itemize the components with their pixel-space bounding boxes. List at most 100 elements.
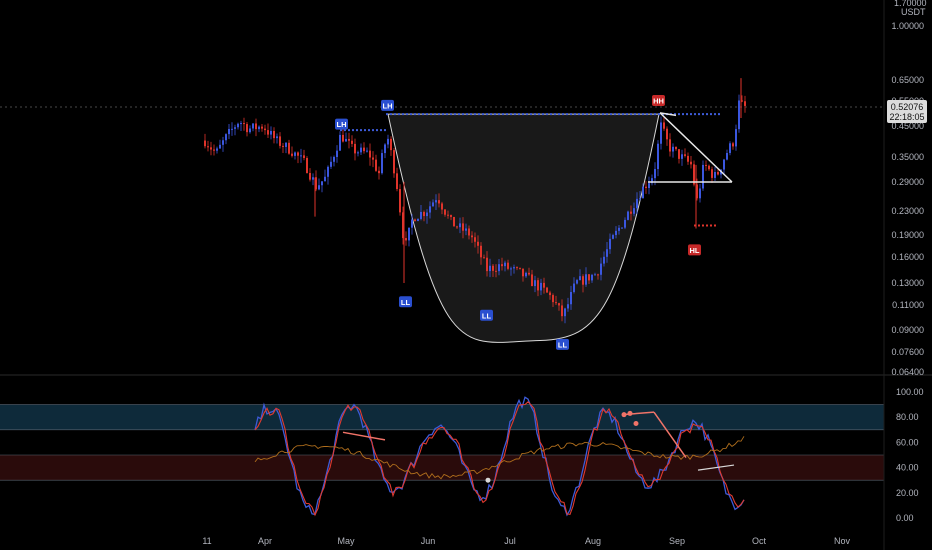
candle: [306, 156, 308, 174]
candle: [495, 264, 497, 278]
oscillator-series: [254, 396, 745, 517]
candle: [537, 277, 539, 297]
candle: [642, 183, 644, 199]
countdown-timer: 22:18:05: [889, 112, 924, 122]
cup-pattern: [387, 113, 660, 343]
candle: [294, 151, 296, 160]
candle: [477, 235, 479, 254]
candle: [561, 299, 563, 322]
candle: [606, 241, 608, 263]
price-tick-label: 0.11000: [892, 300, 924, 310]
candle: [273, 127, 275, 144]
candle: [414, 218, 416, 222]
oscillator-series-1: [254, 396, 745, 517]
signal-dot: [627, 410, 633, 416]
candle: [471, 231, 473, 243]
candle: [678, 149, 680, 164]
candle: [234, 124, 236, 136]
pivot-label-hl: HL: [688, 244, 701, 256]
candle: [636, 192, 638, 215]
price-panel[interactable]: LH LH LL LL LL HH HL: [0, 78, 884, 350]
price-tick-label: 0.06400: [891, 367, 924, 377]
divergence-line: [621, 411, 655, 416]
price-tick-label: 0.65000: [891, 75, 924, 85]
currency-label: USDT: [901, 7, 926, 17]
time-axis[interactable]: 11 Apr May Jun Jul Aug Sep Oct Nov: [202, 536, 850, 546]
oscillator-panel[interactable]: [0, 396, 884, 517]
candle: [300, 148, 302, 163]
candle: [468, 225, 470, 240]
candle: [582, 274, 584, 293]
candle: [249, 125, 251, 134]
candle: [489, 258, 491, 278]
candle: [342, 128, 344, 143]
candle: [735, 124, 737, 151]
svg-text:HL: HL: [690, 246, 700, 255]
candle: [231, 122, 233, 136]
candle: [246, 122, 248, 137]
candle: [276, 133, 278, 144]
candle: [546, 286, 548, 293]
price-tick-top-partial: 1.70000: [894, 0, 927, 8]
candle: [723, 158, 725, 175]
signal-dot: [633, 421, 639, 426]
pivot-label-hh: HH: [652, 94, 665, 106]
divergence-line: [342, 431, 386, 441]
candle: [675, 146, 677, 151]
oscillator-series-2: [254, 401, 745, 517]
candle: [327, 165, 329, 185]
triangle-pattern: [648, 112, 733, 183]
candle: [459, 217, 461, 234]
price-axis[interactable]: 1.70000 USDT 1.000000.650000.550000.4500…: [883, 0, 927, 550]
svg-text:LL: LL: [558, 340, 568, 349]
candle: [336, 145, 338, 163]
time-tick-label: Jun: [421, 536, 436, 546]
candle: [375, 154, 377, 172]
candle: [534, 275, 536, 293]
candle: [399, 184, 401, 216]
candle: [222, 136, 224, 152]
candle: [585, 267, 587, 287]
candle: [525, 271, 527, 278]
candle: [648, 176, 650, 195]
candle: [408, 227, 410, 247]
candle: [639, 191, 641, 201]
candle: [633, 202, 635, 217]
candle: [615, 226, 617, 239]
candle: [549, 290, 551, 300]
candle: [444, 208, 446, 217]
price-tick-label: 0.07600: [891, 347, 924, 357]
candle: [591, 273, 593, 283]
svg-text:LL: LL: [401, 298, 411, 307]
candle: [519, 267, 521, 270]
price-tick-label: 0.13000: [891, 278, 924, 288]
candle: [555, 295, 557, 306]
candle: [681, 149, 683, 166]
time-tick-label: Nov: [834, 536, 851, 546]
candle: [270, 126, 272, 140]
candle: [363, 142, 365, 154]
candle: [432, 199, 434, 207]
candle: [441, 201, 443, 215]
candle: [384, 143, 386, 159]
candle: [261, 123, 263, 132]
candle: [558, 302, 560, 311]
candle: [324, 169, 326, 182]
candle: [321, 181, 323, 193]
candle: [291, 146, 293, 158]
candle: [522, 268, 524, 282]
candle: [726, 149, 728, 161]
candle: [309, 168, 311, 182]
oscillator-tick-label: 80.00: [896, 412, 919, 422]
candle: [312, 173, 314, 186]
candle: [741, 95, 743, 103]
candle: [381, 149, 383, 175]
candle: [579, 269, 581, 281]
pivot-label-lh: LH: [335, 118, 348, 130]
current-price-value: 0.52076: [891, 102, 924, 112]
candle: [216, 146, 218, 154]
pivot-label-ll: LL: [480, 309, 493, 321]
candle: [528, 267, 530, 276]
candle: [387, 134, 389, 149]
candle: [744, 95, 746, 113]
